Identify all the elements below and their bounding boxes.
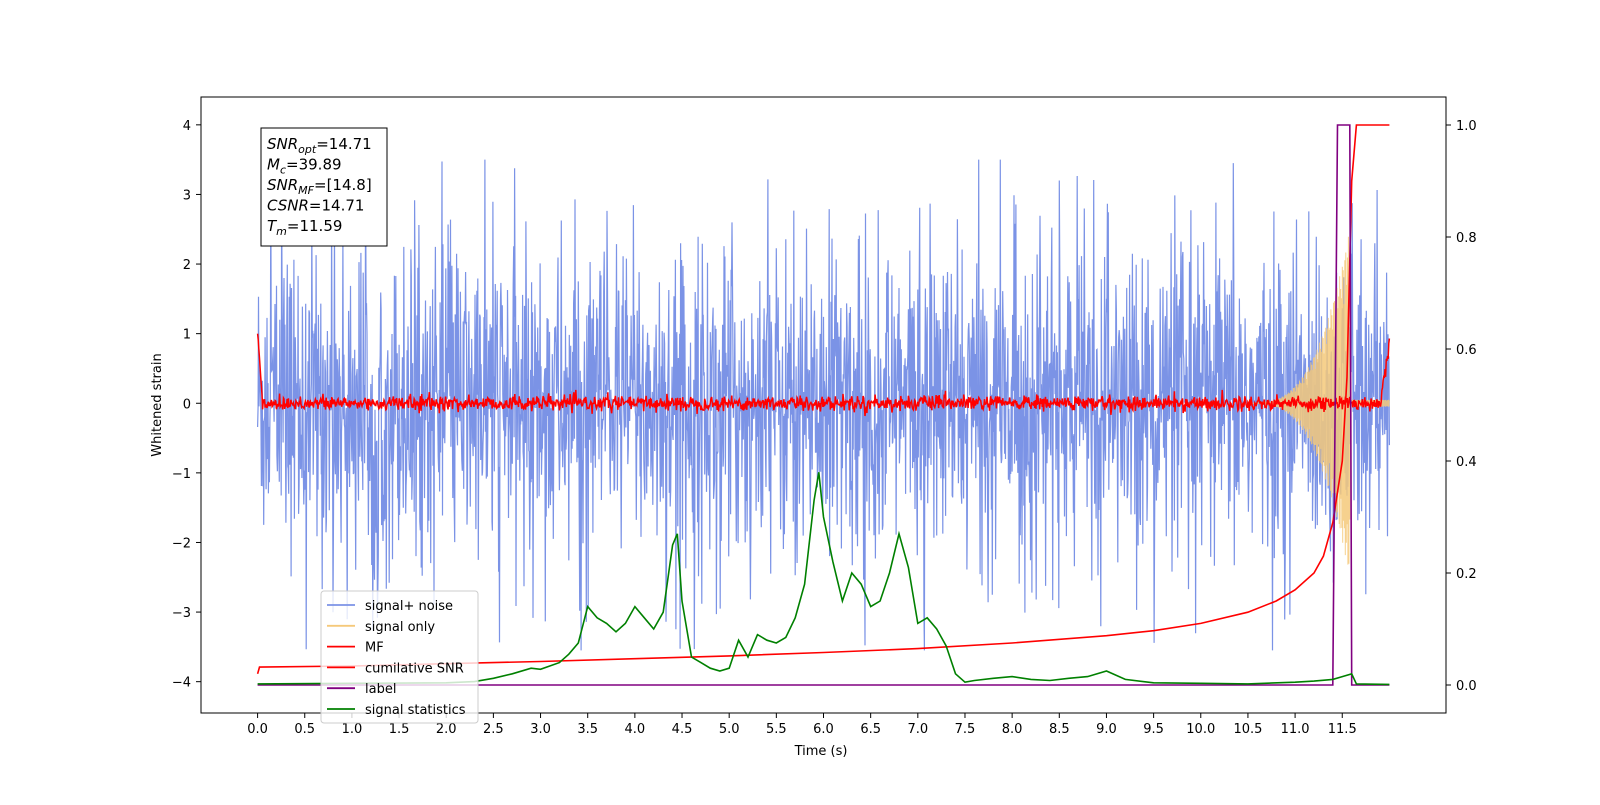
annotation-box: SNRopt=14.71Mc=39.89SNRMF=[14.8]CSNR=14.… xyxy=(260,127,388,247)
x-tick-label: 6.5 xyxy=(860,722,881,737)
annotation-frame xyxy=(260,127,388,247)
series-signal-statistics xyxy=(257,472,1390,686)
legend-entry: signal+ noise xyxy=(327,599,453,614)
annotation-line: Mc=39.89 xyxy=(267,156,342,177)
series-signal-noise xyxy=(257,159,1391,651)
x-tick-label: 5.5 xyxy=(766,722,787,737)
series-label xyxy=(257,124,1390,686)
y2-tick-label: 1.0 xyxy=(1456,119,1477,134)
series-mf xyxy=(256,333,1391,417)
y-tick-label: 1 xyxy=(183,328,191,343)
legend-label: MF xyxy=(365,641,384,656)
y-tick-label: 3 xyxy=(183,188,191,203)
legend-label: label xyxy=(365,682,396,697)
legend-frame xyxy=(320,590,479,724)
series-cumilative-snr xyxy=(256,124,1390,675)
y-tick-label: 2 xyxy=(183,258,191,273)
x-tick-label: 10.0 xyxy=(1186,722,1215,737)
y2-tick-label: 0.4 xyxy=(1456,455,1477,470)
x-axis: 0.0 0.5 1.0 1.5 2.0 2.5 3.0 3.5 4.0 4.5 5.0 5.5 6.0 6… xyxy=(247,713,1357,737)
x-tick-label: 6.0 xyxy=(813,722,834,737)
x-tick-label: 8.0 xyxy=(1002,722,1023,737)
y-tick-label: −2 xyxy=(172,536,191,551)
x-tick-label: 9.5 xyxy=(1143,722,1164,737)
x-tick-label: 8.5 xyxy=(1049,722,1070,737)
legend-label: cumilative SNR xyxy=(365,661,464,676)
annotation-line: Tm=11.59 xyxy=(267,217,342,238)
y2-tick-label: 0.8 xyxy=(1456,231,1477,246)
x-tick-label: 10.5 xyxy=(1233,722,1262,737)
legend-entry: cumilative SNR xyxy=(327,661,464,676)
x-axis-label: Time (s) xyxy=(794,744,848,759)
legend-entry: label xyxy=(327,682,396,697)
legend-entry: signal statistics xyxy=(327,703,466,718)
annotation-line: SNRMF=[14.8] xyxy=(267,176,372,197)
y-axis-right: 1.0 0.8 0.6 0.4 0.2 0.0 xyxy=(1446,119,1477,694)
y2-tick-label: 0.0 xyxy=(1456,679,1477,694)
y2-tick-label: 0.2 xyxy=(1456,567,1477,582)
legend-label: signal+ noise xyxy=(365,599,453,614)
x-tick-label: 7.5 xyxy=(955,722,976,737)
y-tick-label: 4 xyxy=(183,119,191,134)
legend: signal+ noise signal only MF cumilative SNR… xyxy=(320,590,479,724)
y-tick-label: −3 xyxy=(172,606,191,621)
y-axis-left: 4 3 2 1 0 −1 −2 −3 −4 xyxy=(172,119,201,691)
x-tick-label: 2.0 xyxy=(436,722,457,737)
x-tick-label: 11.0 xyxy=(1281,722,1310,737)
y-axis-label: Whitened strain xyxy=(150,353,165,456)
x-tick-label: 0.0 xyxy=(247,722,268,737)
x-tick-label: 2.5 xyxy=(483,722,504,737)
x-tick-label: 0.5 xyxy=(294,722,315,737)
y-tick-label: −4 xyxy=(172,676,191,691)
annotation-line: SNRopt=14.71 xyxy=(267,135,372,156)
x-tick-label: 5.0 xyxy=(719,722,740,737)
x-tick-label: 9.0 xyxy=(1096,722,1117,737)
x-tick-label: 11.5 xyxy=(1328,722,1357,737)
legend-label: signal only xyxy=(365,620,435,635)
x-tick-label: 1.5 xyxy=(389,722,410,737)
legend-entry: MF xyxy=(327,641,384,656)
x-tick-label: 4.5 xyxy=(672,722,693,737)
x-tick-label: 4.0 xyxy=(625,722,646,737)
y-tick-label: −1 xyxy=(172,467,191,482)
y2-tick-label: 0.6 xyxy=(1456,343,1477,358)
x-tick-label: 3.5 xyxy=(577,722,598,737)
legend-entry: signal only xyxy=(327,620,435,635)
x-tick-label: 3.0 xyxy=(530,722,551,737)
x-tick-label: 7.0 xyxy=(907,722,928,737)
series-layer xyxy=(256,124,1391,686)
y-tick-label: 0 xyxy=(183,397,191,412)
x-tick-label: 1.0 xyxy=(342,722,363,737)
legend-label: signal statistics xyxy=(365,703,466,718)
annotation-line: CSNR=14.71 xyxy=(267,197,364,215)
